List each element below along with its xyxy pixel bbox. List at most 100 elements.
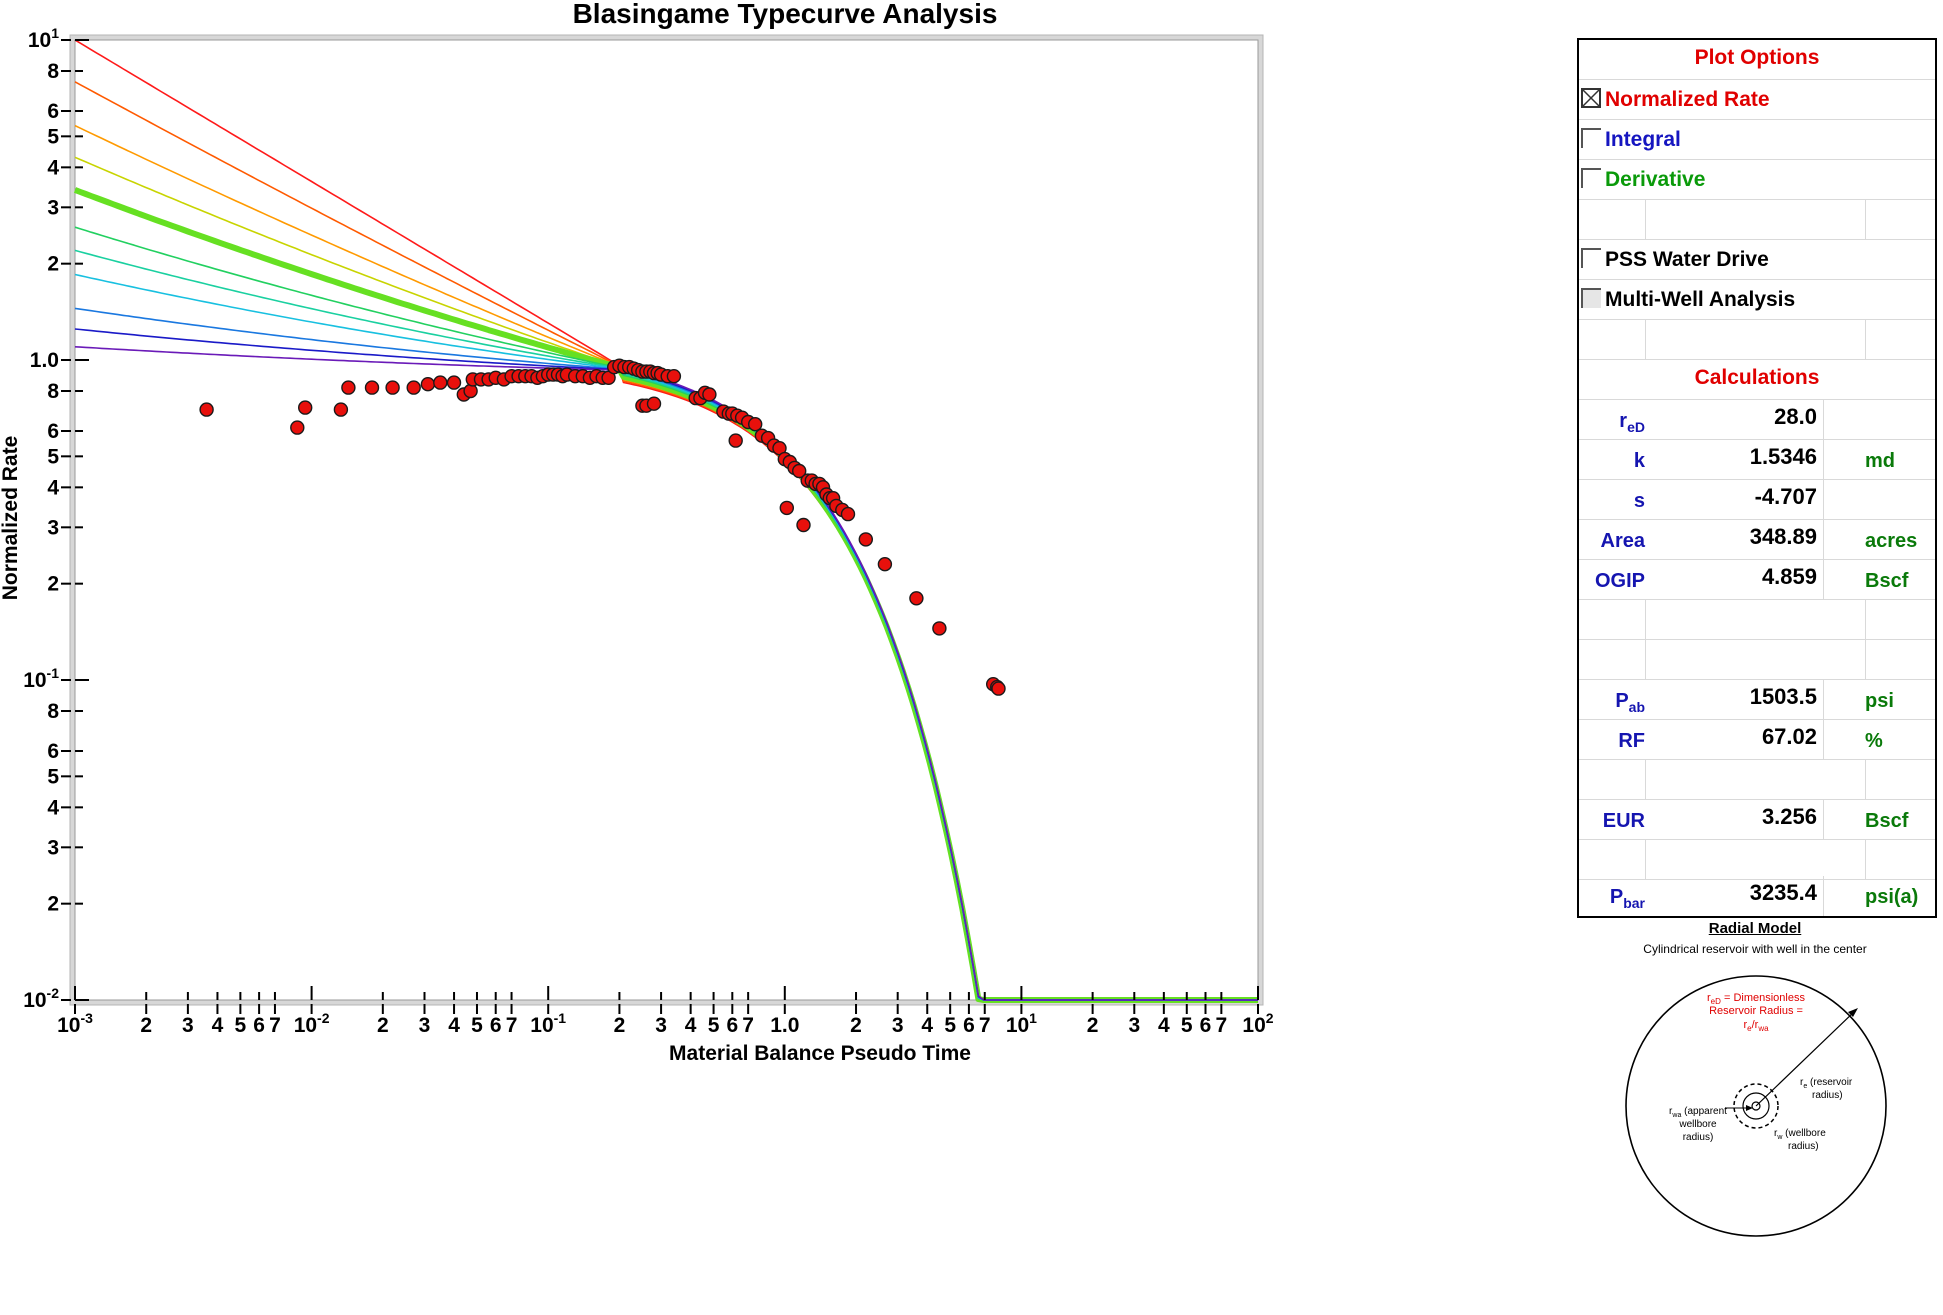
- x-tick-label: 7: [979, 1014, 991, 1037]
- x-tick-label: 7: [506, 1014, 518, 1037]
- plot-options-title: Plot Options: [1694, 46, 1820, 69]
- data-point: [991, 681, 1006, 696]
- option-row-integral[interactable]: Integral: [1579, 120, 1935, 160]
- x-tick-label: 4: [685, 1014, 697, 1037]
- x-tick-label: 7: [1216, 1014, 1228, 1037]
- y-tick-label: 5: [47, 765, 59, 788]
- x-tick-label: 1.0: [770, 1014, 799, 1037]
- y-axis-title: Normalized Rate: [0, 436, 22, 601]
- x-tick-label: 3: [655, 1014, 667, 1037]
- empty-row: [1579, 320, 1935, 360]
- option-row-normalized-rate[interactable]: Normalized Rate: [1579, 80, 1935, 120]
- red-definition-line3: re/rwa: [1743, 1019, 1769, 1033]
- option-row-pss-water-drive[interactable]: PSS Water Drive: [1579, 240, 1935, 280]
- empty-row: [1579, 640, 1935, 680]
- data-point: [406, 380, 421, 395]
- data-points: [199, 358, 1006, 696]
- x-tick-label: 5: [471, 1014, 483, 1037]
- data-point: [446, 375, 462, 390]
- data-point: [748, 417, 763, 432]
- y-tick-label: 4: [47, 796, 59, 819]
- data-point: [646, 396, 662, 411]
- calc-value-red: 28.0: [1774, 404, 1817, 429]
- data-point: [796, 517, 811, 533]
- x-tick-label: 10-1: [530, 1010, 566, 1037]
- calc-label-pbar: Pbar: [1609, 886, 1645, 911]
- x-tick-label: 4: [921, 1014, 933, 1037]
- calc-value-eur: 3.256: [1761, 804, 1817, 829]
- x-tick-label: 6: [253, 1014, 265, 1037]
- data-point: [420, 377, 436, 392]
- typecurve-chart: Blasingame Typecurve Analysis 10-3 2 3 4 5 6 7…: [0, 0, 1274, 1065]
- checked-x-icon: [1582, 89, 1600, 107]
- x-tick-label: 2: [850, 1014, 862, 1037]
- data-point: [364, 380, 380, 395]
- calc-row-k: k 1.5346 md: [1579, 440, 1935, 480]
- chart-title: Blasingame Typecurve Analysis: [573, 0, 998, 29]
- reservoir-boundary-circle: [1625, 975, 1887, 1237]
- y-tick-label: 1.0: [30, 349, 59, 372]
- data-point: [728, 433, 743, 448]
- calc-row-eur: EUR 3.256 Bscf: [1579, 800, 1935, 840]
- calc-row-area: Area 348.89 acres: [1579, 520, 1935, 560]
- calc-value-s: -4.707: [1754, 484, 1817, 509]
- y-tick-label: 2: [47, 573, 59, 596]
- empty-row: [1579, 760, 1935, 800]
- y-tick-label: 3: [47, 196, 59, 219]
- rw-annotation: rw (wellbore: [1774, 1128, 1826, 1141]
- x-tick-label: 5: [708, 1014, 720, 1037]
- data-point: [702, 387, 717, 402]
- integral-label: Integral: [1605, 128, 1681, 151]
- y-tick-label: 101: [28, 25, 59, 52]
- pss-water-drive-checkbox[interactable]: [1581, 248, 1601, 268]
- empty-row: [1579, 600, 1935, 640]
- data-point: [199, 402, 214, 417]
- rwa-annotation-line2: wellbore: [1678, 1119, 1717, 1130]
- calc-label-red: reD: [1619, 410, 1645, 435]
- rwa-annotation: rwa (apparent: [1669, 1106, 1727, 1119]
- derivative-label: Derivative: [1605, 168, 1706, 191]
- normalized-rate-checkbox[interactable]: [1581, 88, 1601, 108]
- rw-annotation-line2: radius): [1788, 1141, 1819, 1152]
- red-definition-line2: Reservoir Radius =: [1709, 1005, 1803, 1017]
- x-tick-label: 6: [726, 1014, 738, 1037]
- calc-row-ogip: OGIP 4.859 Bscf: [1579, 560, 1935, 600]
- option-row-multi-well[interactable]: Multi-Well Analysis: [1579, 280, 1935, 320]
- multi-well-checkbox[interactable]: [1581, 288, 1601, 308]
- calc-value-pab: 1503.5: [1749, 684, 1817, 709]
- x-tick-label: 6: [963, 1014, 975, 1037]
- data-point: [433, 375, 448, 390]
- calc-unit-pab: psi: [1865, 690, 1894, 712]
- y-tick-label: 6: [47, 740, 59, 763]
- y-tick-label: 5: [47, 445, 59, 468]
- calc-label-rf: RF: [1618, 730, 1645, 752]
- x-axis-title: Material Balance Pseudo Time: [669, 1042, 971, 1065]
- y-tick-label: 2: [47, 893, 59, 916]
- calc-unit-rf: %: [1865, 730, 1883, 752]
- data-point: [341, 380, 356, 395]
- axis-ticks: 10-3 2 3 4 5 6 7 10-2 2 3 4 5 6 7 10-1 2 3 4 5 6 7 1.0 2 3 4 5 6 7 1…: [23, 25, 1274, 1037]
- x-tick-label: 101: [1006, 1010, 1037, 1037]
- normalized-rate-label: Normalized Rate: [1605, 88, 1770, 111]
- x-tick-label: 7: [742, 1014, 754, 1037]
- y-tick-label: 8: [47, 700, 59, 723]
- x-tick-label: 6: [1200, 1014, 1212, 1037]
- plot-background: [74, 39, 1259, 1001]
- calc-label-ogip: OGIP: [1594, 570, 1645, 592]
- plot-options-panel: Plot Options Normalized Rate Integral De…: [1577, 38, 1937, 918]
- integral-checkbox[interactable]: [1581, 128, 1601, 148]
- data-point: [666, 369, 682, 384]
- x-tick-label: 5: [944, 1014, 956, 1037]
- calc-unit-pbar: psi(a): [1865, 886, 1919, 908]
- multi-well-label: Multi-Well Analysis: [1605, 288, 1796, 311]
- x-tick-label: 3: [419, 1014, 431, 1037]
- calc-row-pab: Pab 1503.5 psi: [1579, 680, 1935, 720]
- calc-value-ogip: 4.859: [1761, 564, 1817, 589]
- y-tick-label: 2: [47, 253, 59, 276]
- option-row-derivative[interactable]: Derivative: [1579, 160, 1935, 200]
- calc-row-s: s -4.707: [1579, 480, 1935, 520]
- x-tick-label: 2: [377, 1014, 389, 1037]
- y-tick-label: 8: [47, 60, 59, 83]
- data-point: [909, 591, 924, 606]
- derivative-checkbox[interactable]: [1581, 168, 1601, 188]
